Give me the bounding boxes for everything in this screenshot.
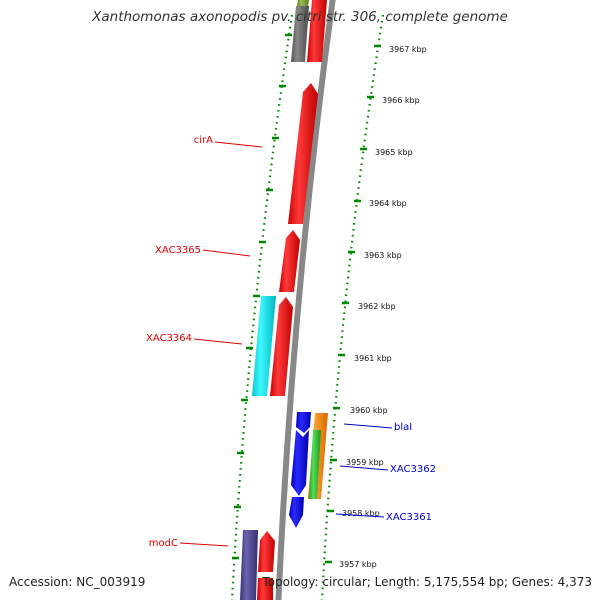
reverse-gene-XAC3362 <box>291 430 309 496</box>
gene-label-XAC3364: XAC3364 <box>146 333 192 344</box>
scale-label-3961: 3961 kbp <box>354 354 392 363</box>
scale-labels: 3967 kbp 3966 kbp 3965 kbp 3964 kbp 3963… <box>339 45 427 569</box>
genome-summary-text: Topology: circular; Length: 5,175,554 bp… <box>262 575 592 589</box>
forward-gene-top <box>307 0 327 62</box>
gene-label-cirA: cirA <box>194 135 213 146</box>
leader-XAC3364 <box>193 338 243 345</box>
gene-label-XAC3365: XAC3365 <box>155 245 201 256</box>
inner-major-ticks <box>232 33 292 560</box>
leader-XAC3361 <box>335 513 385 518</box>
scale-label-3967: 3967 kbp <box>389 45 427 54</box>
forward-gene-XAC3365 <box>279 230 300 292</box>
gene-label-XAC3361: XAC3361 <box>386 512 432 523</box>
forward-gene-bottom-2 <box>257 578 273 600</box>
leader-XAC3362 <box>339 465 389 471</box>
gene-label-XAC3362: XAC3362 <box>390 464 436 475</box>
map-title: Xanthomonas axonopodis pv. citri str. 30… <box>92 9 508 25</box>
gray-feature <box>291 6 309 62</box>
outer-major-ticks <box>325 44 381 564</box>
leader-modC <box>179 542 229 547</box>
forward-leader-lines <box>179 141 263 547</box>
scale-label-3965: 3965 kbp <box>375 148 413 157</box>
gene-label-blaI: blaI <box>394 422 412 433</box>
scale-label-3966: 3966 kbp <box>382 96 420 105</box>
gene-label-modC: modC <box>149 538 178 549</box>
leader-XAC3365 <box>202 249 251 257</box>
scale-label-3963: 3963 kbp <box>364 251 402 260</box>
leader-cirA <box>214 141 263 148</box>
scale-label-3964: 3964 kbp <box>369 199 407 208</box>
green-feature <box>309 430 321 499</box>
scale-label-3959: 3959 kbp <box>346 458 384 467</box>
accession-text: Accession: NC_003919 <box>9 575 146 589</box>
purple-feature <box>240 530 258 600</box>
scale-label-3958: 3958 kbp <box>342 509 380 518</box>
scale-label-3960: 3960 kbp <box>350 406 388 415</box>
outer-tick-rail <box>320 14 385 600</box>
forward-gene-cirA <box>288 83 318 224</box>
forward-gene-bottom <box>258 531 275 572</box>
reverse-gene-blaI <box>296 412 311 433</box>
cyan-feature <box>252 296 276 396</box>
scale-label-3962: 3962 kbp <box>358 302 396 311</box>
olive-feature <box>297 0 309 6</box>
genome-backbone <box>275 0 336 600</box>
reverse-gene-XAC3361 <box>289 497 304 528</box>
leader-blaI <box>343 423 393 429</box>
scale-label-3957: 3957 kbp <box>339 560 377 569</box>
forward-gene-XAC3364 <box>270 297 293 396</box>
reverse-leader-lines <box>335 423 393 518</box>
